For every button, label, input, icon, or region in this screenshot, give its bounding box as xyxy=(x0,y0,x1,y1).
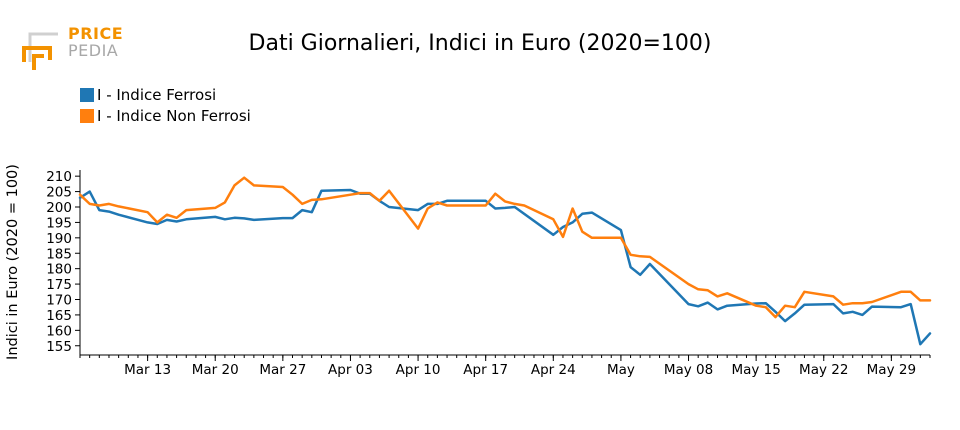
logo-word-pedia: PEDIA xyxy=(68,41,119,60)
series-line-1 xyxy=(78,176,932,319)
pricepedia-logo: PRICE PEDIA xyxy=(20,26,130,72)
chart-lines xyxy=(78,176,932,346)
y-tick-label: 175 xyxy=(46,277,72,293)
x-tick-label: Apr 24 xyxy=(531,362,576,378)
y-tick-label: 195 xyxy=(46,215,72,231)
chart-title: Dati Giornalieri, Indici in Euro (2020=1… xyxy=(248,31,712,56)
x-tick-label: May xyxy=(607,362,635,378)
y-tick-label: 170 xyxy=(46,293,72,309)
y-tick-label: 155 xyxy=(46,339,72,355)
series-line-0 xyxy=(78,188,932,346)
y-tick-label: 165 xyxy=(46,308,72,324)
x-tick-label: Mar 27 xyxy=(259,362,306,378)
x-tick-label: Apr 10 xyxy=(396,362,441,378)
legend-item-non-ferrosi: I - Indice Non Ferrosi xyxy=(80,105,251,126)
legend-item-ferrosi: I - Indice Ferrosi xyxy=(80,84,251,105)
x-tick-label: Mar 20 xyxy=(192,362,239,378)
y-tick-label: 185 xyxy=(46,246,72,262)
logo-word-price: PRICE xyxy=(68,24,124,43)
x-tick-label: May 08 xyxy=(664,362,713,378)
x-tick-label: May 29 xyxy=(867,362,916,378)
x-tick-label: Apr 17 xyxy=(463,362,508,378)
y-tick-label: 180 xyxy=(46,262,72,278)
y-tick-label: 205 xyxy=(46,185,72,201)
x-tick-label: Apr 03 xyxy=(328,362,373,378)
y-tick-label: 200 xyxy=(46,200,72,216)
legend-swatch-non-ferrosi xyxy=(80,108,94,123)
legend-swatch-ferrosi xyxy=(80,87,94,102)
logo-mark xyxy=(22,32,58,70)
legend-label-ferrosi: I - Indice Ferrosi xyxy=(97,85,217,104)
x-tick-label: Mar 13 xyxy=(124,362,171,378)
chart-legend: I - Indice Ferrosi I - Indice Non Ferros… xyxy=(80,84,251,126)
x-tick-label: May 22 xyxy=(799,362,848,378)
y-tick-label: 160 xyxy=(46,323,72,339)
y-tick-label: 190 xyxy=(46,231,72,247)
x-tick-label: May 15 xyxy=(731,362,780,378)
y-axis-label: Indici in Euro (2020 = 100) xyxy=(5,164,21,360)
legend-label-non-ferrosi: I - Indice Non Ferrosi xyxy=(97,106,251,125)
y-tick-label: 210 xyxy=(46,169,72,185)
